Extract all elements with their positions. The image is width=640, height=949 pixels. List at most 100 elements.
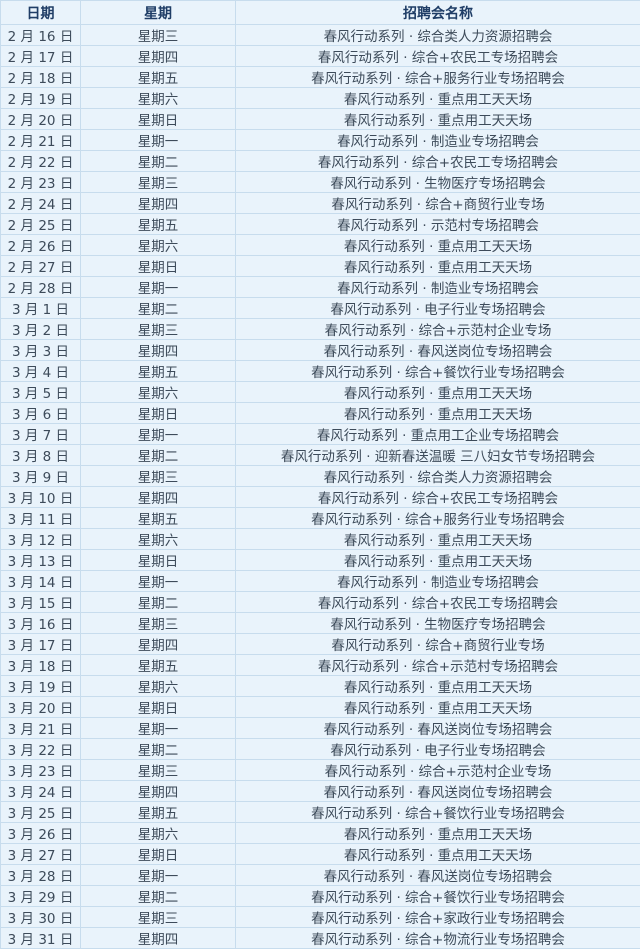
fair-name-cell: 春风行动系列 · 重点用工天天场 [236,256,640,277]
fair-name-cell: 春风行动系列 · 重点用工天天场 [236,235,640,256]
fair-name-cell: 春风行动系列 · 综合+示范村企业专场 [236,760,640,781]
date-cell: 3 月 30 日 [1,907,81,928]
fair-name-cell: 春风行动系列 · 制造业专场招聘会 [236,571,640,592]
weekday-cell: 星期三 [81,25,236,46]
fair-name-cell: 春风行动系列 · 重点用工天天场 [236,823,640,844]
weekday-cell: 星期一 [81,865,236,886]
table-row: 3 月 7 日星期一春风行动系列 · 重点用工企业专场招聘会 [1,424,640,445]
date-cell: 2 月 22 日 [1,151,81,172]
date-cell: 3 月 29 日 [1,886,81,907]
weekday-cell: 星期三 [81,466,236,487]
weekday-cell: 星期日 [81,697,236,718]
table-row: 3 月 10 日星期四春风行动系列 · 综合+农民工专场招聘会 [1,487,640,508]
date-cell: 3 月 3 日 [1,340,81,361]
weekday-cell: 星期二 [81,151,236,172]
weekday-cell: 星期一 [81,571,236,592]
fair-name-cell: 春风行动系列 · 电子行业专场招聘会 [236,298,640,319]
header-row: 日期 星期 招聘会名称 [1,1,640,25]
weekday-cell: 星期日 [81,403,236,424]
table-row: 2 月 27 日星期日春风行动系列 · 重点用工天天场 [1,256,640,277]
table-row: 3 月 13 日星期日春风行动系列 · 重点用工天天场 [1,550,640,571]
fair-name-cell: 春风行动系列 · 综合+示范村企业专场 [236,319,640,340]
table-row: 2 月 23 日星期三春风行动系列 · 生物医疗专场招聘会 [1,172,640,193]
fair-name-cell: 春风行动系列 · 重点用工企业专场招聘会 [236,424,640,445]
header-fair-name: 招聘会名称 [236,1,640,25]
fair-name-cell: 春风行动系列 · 春风送岗位专场招聘会 [236,781,640,802]
fair-name-cell: 春风行动系列 · 重点用工天天场 [236,697,640,718]
weekday-cell: 星期一 [81,424,236,445]
table-row: 2 月 19 日星期六春风行动系列 · 重点用工天天场 [1,88,640,109]
fair-name-cell: 春风行动系列 · 春风送岗位专场招聘会 [236,718,640,739]
weekday-cell: 星期三 [81,319,236,340]
table-row: 3 月 15 日星期二春风行动系列 · 综合+农民工专场招聘会 [1,592,640,613]
weekday-cell: 星期四 [81,340,236,361]
fair-name-cell: 春风行动系列 · 迎新春送温暖 三八妇女节专场招聘会 [236,445,640,466]
fair-name-cell: 春风行动系列 · 综合+餐饮行业专场招聘会 [236,886,640,907]
table-row: 3 月 18 日星期五春风行动系列 · 综合+示范村专场招聘会 [1,655,640,676]
weekday-cell: 星期三 [81,907,236,928]
table-row: 3 月 26 日星期六春风行动系列 · 重点用工天天场 [1,823,640,844]
weekday-cell: 星期一 [81,130,236,151]
date-cell: 3 月 4 日 [1,361,81,382]
weekday-cell: 星期日 [81,256,236,277]
date-cell: 3 月 25 日 [1,802,81,823]
fair-name-cell: 春风行动系列 · 春风送岗位专场招聘会 [236,340,640,361]
weekday-cell: 星期三 [81,760,236,781]
fair-name-cell: 春风行动系列 · 综合类人力资源招聘会 [236,25,640,46]
header-date: 日期 [1,1,81,25]
fair-name-cell: 春风行动系列 · 生物医疗专场招聘会 [236,172,640,193]
table-row: 3 月 11 日星期五春风行动系列 · 综合+服务行业专场招聘会 [1,508,640,529]
table-row: 3 月 5 日星期六春风行动系列 · 重点用工天天场 [1,382,640,403]
date-cell: 3 月 2 日 [1,319,81,340]
date-cell: 3 月 1 日 [1,298,81,319]
weekday-cell: 星期二 [81,739,236,760]
fair-name-cell: 春风行动系列 · 春风送岗位专场招聘会 [236,865,640,886]
weekday-cell: 星期六 [81,382,236,403]
date-cell: 3 月 7 日 [1,424,81,445]
table-row: 3 月 24 日星期四春风行动系列 · 春风送岗位专场招聘会 [1,781,640,802]
weekday-cell: 星期四 [81,928,236,949]
fair-name-cell: 春风行动系列 · 综合+农民工专场招聘会 [236,151,640,172]
table-row: 3 月 3 日星期四春风行动系列 · 春风送岗位专场招聘会 [1,340,640,361]
fair-name-cell: 春风行动系列 · 综合+农民工专场招聘会 [236,487,640,508]
table-row: 3 月 22 日星期二春风行动系列 · 电子行业专场招聘会 [1,739,640,760]
weekday-cell: 星期二 [81,445,236,466]
date-cell: 2 月 26 日 [1,235,81,256]
date-cell: 3 月 14 日 [1,571,81,592]
table-row: 3 月 9 日星期三春风行动系列 · 综合类人力资源招聘会 [1,466,640,487]
date-cell: 3 月 10 日 [1,487,81,508]
weekday-cell: 星期五 [81,361,236,382]
weekday-cell: 星期六 [81,823,236,844]
fair-name-cell: 春风行动系列 · 综合+物流行业专场招聘会 [236,928,640,949]
date-cell: 3 月 9 日 [1,466,81,487]
date-cell: 2 月 16 日 [1,25,81,46]
date-cell: 2 月 17 日 [1,46,81,67]
date-cell: 2 月 27 日 [1,256,81,277]
fair-name-cell: 春风行动系列 · 综合+服务行业专场招聘会 [236,67,640,88]
table-row: 3 月 19 日星期六春风行动系列 · 重点用工天天场 [1,676,640,697]
fair-name-cell: 春风行动系列 · 电子行业专场招聘会 [236,739,640,760]
date-cell: 3 月 8 日 [1,445,81,466]
weekday-cell: 星期日 [81,844,236,865]
table-row: 3 月 14 日星期一春风行动系列 · 制造业专场招聘会 [1,571,640,592]
table-row: 2 月 24 日星期四春风行动系列 · 综合+商贸行业专场 [1,193,640,214]
date-cell: 3 月 26 日 [1,823,81,844]
table-row: 3 月 21 日星期一春风行动系列 · 春风送岗位专场招聘会 [1,718,640,739]
fair-name-cell: 春风行动系列 · 重点用工天天场 [236,88,640,109]
date-cell: 3 月 12 日 [1,529,81,550]
date-cell: 3 月 31 日 [1,928,81,949]
table-row: 2 月 22 日星期二春风行动系列 · 综合+农民工专场招聘会 [1,151,640,172]
date-cell: 2 月 28 日 [1,277,81,298]
weekday-cell: 星期四 [81,193,236,214]
table-row: 2 月 20 日星期日春风行动系列 · 重点用工天天场 [1,109,640,130]
fair-name-cell: 春风行动系列 · 重点用工天天场 [236,676,640,697]
weekday-cell: 星期四 [81,46,236,67]
fair-name-cell: 春风行动系列 · 综合+餐饮行业专场招聘会 [236,361,640,382]
date-cell: 2 月 19 日 [1,88,81,109]
weekday-cell: 星期日 [81,109,236,130]
table-row: 3 月 28 日星期一春风行动系列 · 春风送岗位专场招聘会 [1,865,640,886]
fair-name-cell: 春风行动系列 · 综合+家政行业专场招聘会 [236,907,640,928]
weekday-cell: 星期五 [81,67,236,88]
table-row: 3 月 12 日星期六春风行动系列 · 重点用工天天场 [1,529,640,550]
